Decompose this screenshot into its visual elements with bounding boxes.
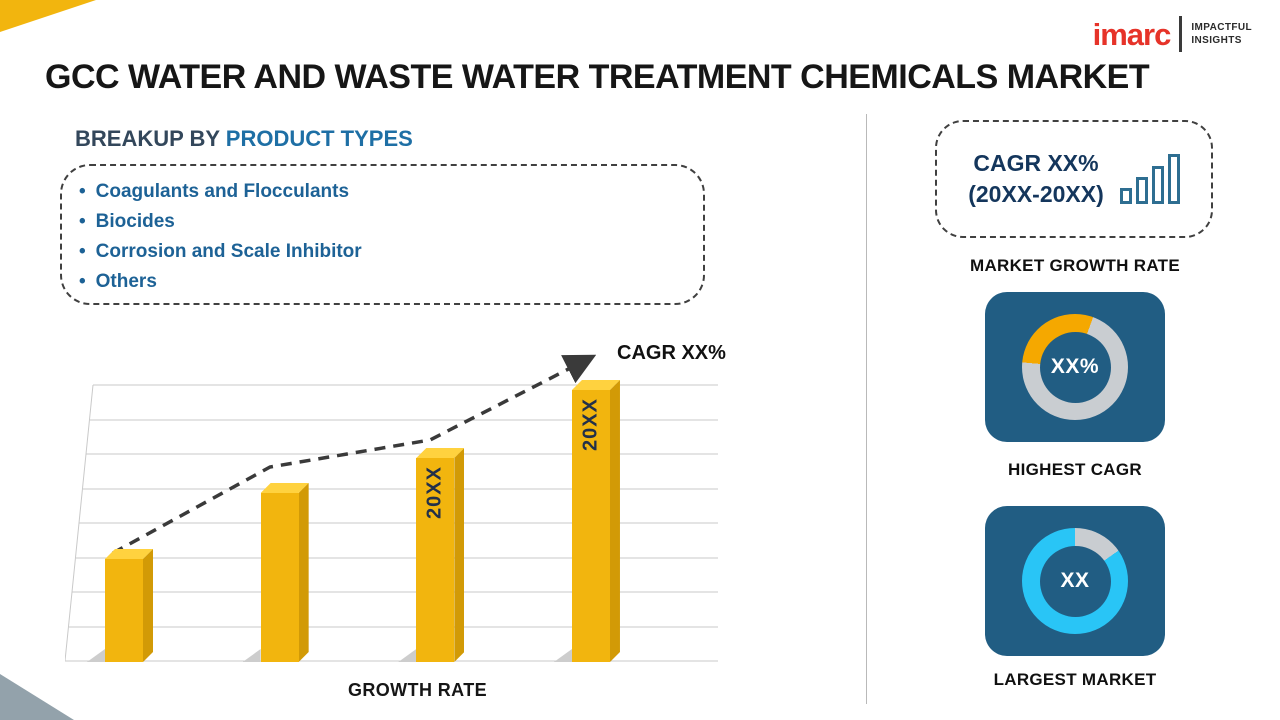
product-type-list: Coagulants and Flocculants Biocides Corr…	[62, 166, 703, 297]
list-item-biocides: Biocides	[79, 207, 703, 237]
breakup-heading-prefix: BREAKUP BY	[75, 126, 220, 151]
bar-shadow	[242, 649, 261, 662]
page-title: GCC WATER AND WASTE WATER TREATMENT CHEM…	[45, 58, 1150, 96]
growth-bar-chart: CAGR XX% 20XX 20XX	[65, 342, 726, 663]
bar-group: 20XX 20XX	[87, 350, 610, 662]
chart-bar-3: 20XX	[398, 458, 455, 662]
bar-chart-icon	[1119, 154, 1180, 204]
highest-cagr-label: HIGHEST CAGR	[1008, 460, 1142, 479]
largest-market-donut: XX	[1022, 528, 1128, 634]
highest-cagr-donut: XX%	[1022, 314, 1128, 420]
cagr-text: CAGR XX% (20XX-20XX)	[968, 148, 1104, 210]
chart-bar-1	[87, 559, 143, 662]
breakup-heading: BREAKUP BY PRODUCT TYPES	[75, 126, 413, 152]
chart-bar-4: 20XX	[553, 390, 610, 662]
chart-gridlines-and-trendline	[65, 354, 718, 662]
bar-icon-bar	[1151, 166, 1164, 204]
bar-icon-bar	[1135, 177, 1148, 204]
bar-icon-bar	[1119, 188, 1132, 204]
bar-year-label: 20XX	[423, 466, 446, 519]
list-item-others: Others	[79, 267, 703, 297]
highest-cagr-card: XX%	[985, 292, 1165, 442]
market-growth-box: CAGR XX% (20XX-20XX)	[935, 120, 1213, 238]
logo-separator	[1179, 16, 1183, 52]
trend-cagr-label: CAGR XX%	[617, 342, 726, 364]
market-growth-rate-label: MARKET GROWTH RATE	[969, 256, 1180, 275]
list-item-coagulants: Coagulants and Flocculants	[79, 177, 703, 207]
list-item-corrosion: Corrosion and Scale Inhibitor	[79, 237, 703, 267]
corner-accent-bottom-left	[0, 674, 74, 720]
bar-shadow	[553, 649, 572, 662]
breakup-heading-highlight: PRODUCT TYPES	[225, 126, 413, 151]
chart-bar-2	[242, 493, 299, 662]
cagr-value-line: CAGR XX%	[973, 150, 1099, 176]
logo-tagline: IMPACTFUL INSIGHTS	[1191, 22, 1252, 46]
largest-market-card: XX	[985, 506, 1165, 656]
chart-x-axis-label: GROWTH RATE	[347, 680, 488, 700]
logo-tagline-line2: INSIGHTS	[1191, 35, 1242, 46]
highest-cagr-value: XX%	[1039, 331, 1111, 403]
vertical-divider	[866, 114, 867, 704]
imarc-logo: imarc IMPACTFUL INSIGHTS	[1093, 16, 1252, 52]
product-types-box: Coagulants and Flocculants Biocides Corr…	[60, 164, 705, 305]
corner-accent-top-left	[0, 0, 96, 32]
logo-tagline-line1: IMPACTFUL	[1191, 22, 1252, 33]
largest-market-label: LARGEST MARKET	[993, 670, 1157, 689]
bar-icon-bar	[1167, 154, 1180, 204]
logo-brand-text: imarc	[1092, 16, 1172, 52]
bar-shadow	[398, 649, 417, 662]
cagr-period-line: (20XX-20XX)	[968, 181, 1104, 207]
largest-market-value: XX	[1039, 545, 1111, 617]
bar-year-label: 20XX	[579, 398, 602, 451]
